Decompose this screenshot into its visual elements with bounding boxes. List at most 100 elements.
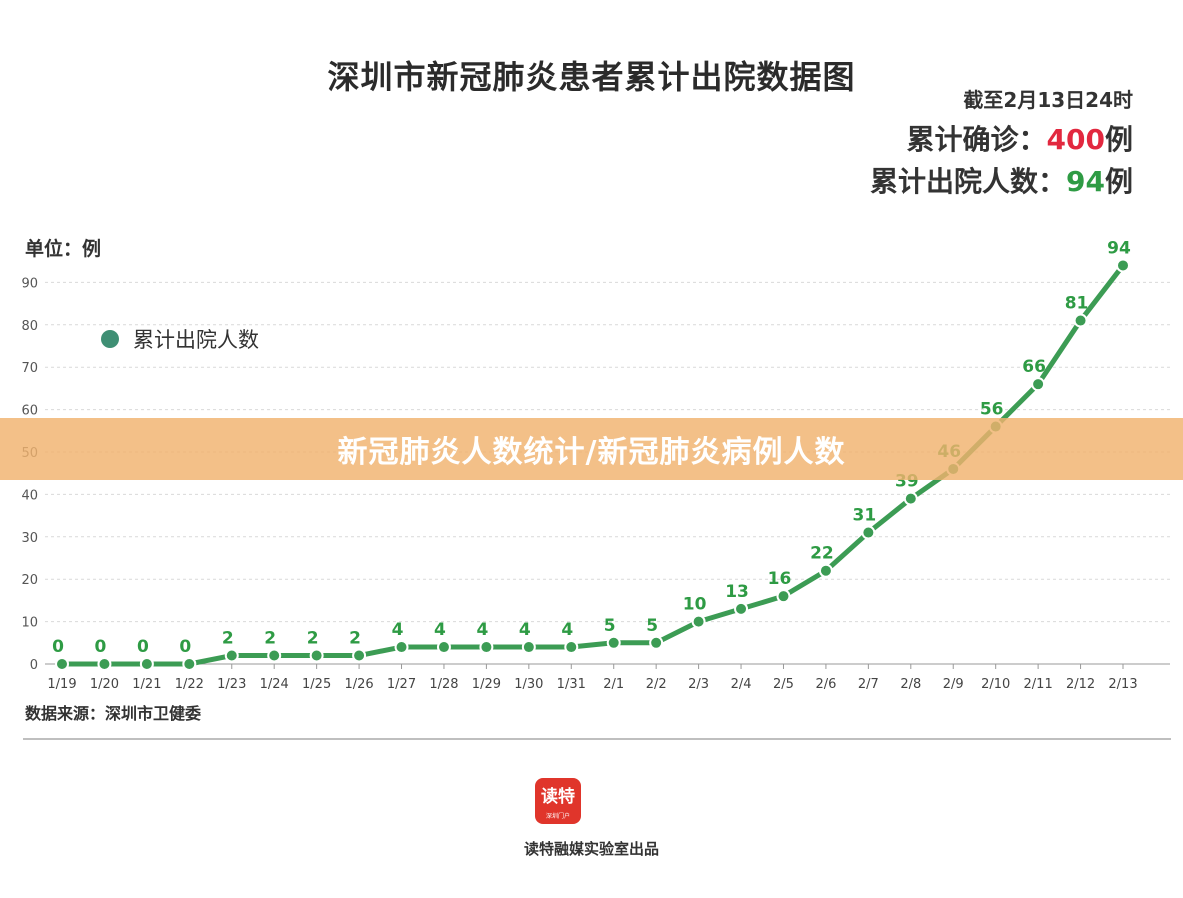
data-point-1 [97,657,112,671]
x-tick-label-2: 1/21 [132,677,161,692]
data-point-16 [734,601,749,616]
data-label-18: 22 [810,544,834,564]
y-tick-label-20: 20 [21,573,38,588]
data-label-23: 66 [1022,357,1046,377]
data-label-10: 4 [476,620,488,640]
chart-title: 深圳市新冠肺炎患者累计出院数据图 [327,58,856,96]
legend-label: 累计出院人数 [133,328,259,352]
x-tick-label-11: 1/30 [514,677,543,692]
discharged-value: 94 [1066,165,1105,198]
data-point-25 [1116,258,1130,273]
data-point-12 [564,640,579,655]
as-of-date: 截至2月13日24时 [963,88,1133,112]
x-tick-label-8: 1/27 [387,677,416,692]
line-chart: 01020304050607080901/191/201/211/221/231… [21,238,1170,692]
banner-text: 新冠肺炎人数统计/新冠肺炎病例人数 [337,435,846,470]
logo-text: 读特 [541,787,575,807]
data-label-14: 5 [646,616,658,636]
data-point-8 [394,640,409,655]
x-tick-label-19: 2/7 [858,677,879,692]
x-tick-label-15: 2/3 [688,677,709,692]
data-point-19 [861,525,876,540]
discharged-total: 累计出院人数：94例 [870,160,1133,200]
confirmed-label: 累计确诊： [906,123,1047,156]
y-tick-label-10: 10 [21,616,38,631]
data-label-11: 4 [519,620,531,640]
logo-subtext: 深圳门户 [545,813,570,820]
data-point-0 [55,657,69,671]
x-tick-label-24: 2/12 [1066,677,1095,692]
data-label-13: 5 [604,616,616,636]
y-tick-label-0: 0 [30,658,38,673]
data-label-16: 13 [725,582,749,602]
data-label-15: 10 [683,595,707,615]
data-label-24: 81 [1065,294,1089,314]
data-point-7 [352,648,367,663]
y-tick-label-40: 40 [21,488,38,503]
data-label-4: 2 [222,629,234,649]
x-tick-label-9: 1/28 [429,677,458,692]
x-tick-label-25: 2/13 [1108,677,1137,692]
confirmed-value: 400 [1046,123,1105,156]
unit-label: 单位：例 [25,238,102,260]
data-label-3: 0 [179,637,191,657]
data-label-25: 94 [1107,238,1131,258]
confirmed-total: 累计确诊：400例 [907,118,1133,158]
data-point-9 [436,640,451,655]
data-point-14 [649,635,664,650]
data-label-5: 2 [264,629,276,649]
data-point-13 [606,635,621,650]
x-tick-label-4: 1/23 [217,677,246,692]
data-point-18 [818,563,833,578]
data-label-6: 2 [307,629,319,649]
data-point-15 [691,614,706,629]
y-tick-label-60: 60 [21,404,38,419]
data-point-10 [479,640,494,655]
data-point-11 [521,640,536,655]
y-tick-label-30: 30 [21,531,38,546]
data-label-9: 4 [434,620,446,640]
x-tick-label-22: 2/10 [981,677,1010,692]
x-tick-label-23: 2/11 [1024,677,1053,692]
data-label-12: 4 [561,620,573,640]
x-tick-label-20: 2/8 [900,677,921,692]
x-tick-label-12: 1/31 [557,677,586,692]
data-point-23 [1031,377,1046,392]
data-label-7: 2 [349,629,361,649]
credit-text: 读特融媒实验室出品 [523,840,659,858]
data-point-3 [182,657,197,671]
data-point-20 [903,491,918,506]
x-tick-label-13: 2/1 [603,677,624,692]
data-point-5 [267,648,282,663]
data-point-2 [139,657,154,671]
data-label-17: 16 [768,569,792,589]
legend-marker [101,330,119,348]
y-tick-label-90: 90 [21,276,38,291]
x-tick-label-18: 2/6 [815,677,836,692]
discharged-label: 累计出院人数： [870,165,1067,198]
data-point-4 [224,648,239,663]
discharged-unit: 例 [1104,165,1133,198]
data-point-17 [776,589,791,604]
data-point-6 [309,648,324,663]
y-tick-label-70: 70 [21,361,38,376]
y-tick-label-80: 80 [21,319,38,334]
data-label-8: 4 [392,620,404,640]
x-tick-label-6: 1/25 [302,677,331,692]
data-label-2: 0 [137,637,149,657]
data-label-1: 0 [95,637,107,657]
data-label-22: 56 [980,400,1004,420]
x-tick-label-17: 2/5 [773,677,794,692]
x-tick-label-5: 1/24 [260,677,289,692]
overlay-banner: 新冠肺炎人数统计/新冠肺炎病例人数 [0,418,1183,480]
x-tick-label-1: 1/20 [90,677,119,692]
x-tick-label-3: 1/22 [175,677,204,692]
data-source: 数据来源：深圳市卫健委 [25,704,202,723]
x-tick-label-14: 2/2 [646,677,667,692]
x-tick-label-16: 2/4 [731,677,752,692]
dute-logo: 读特 深圳门户 [535,778,581,824]
x-tick-label-21: 2/9 [943,677,964,692]
x-tick-label-10: 1/29 [472,677,501,692]
x-tick-label-7: 1/26 [344,677,373,692]
data-label-0: 0 [52,637,64,657]
